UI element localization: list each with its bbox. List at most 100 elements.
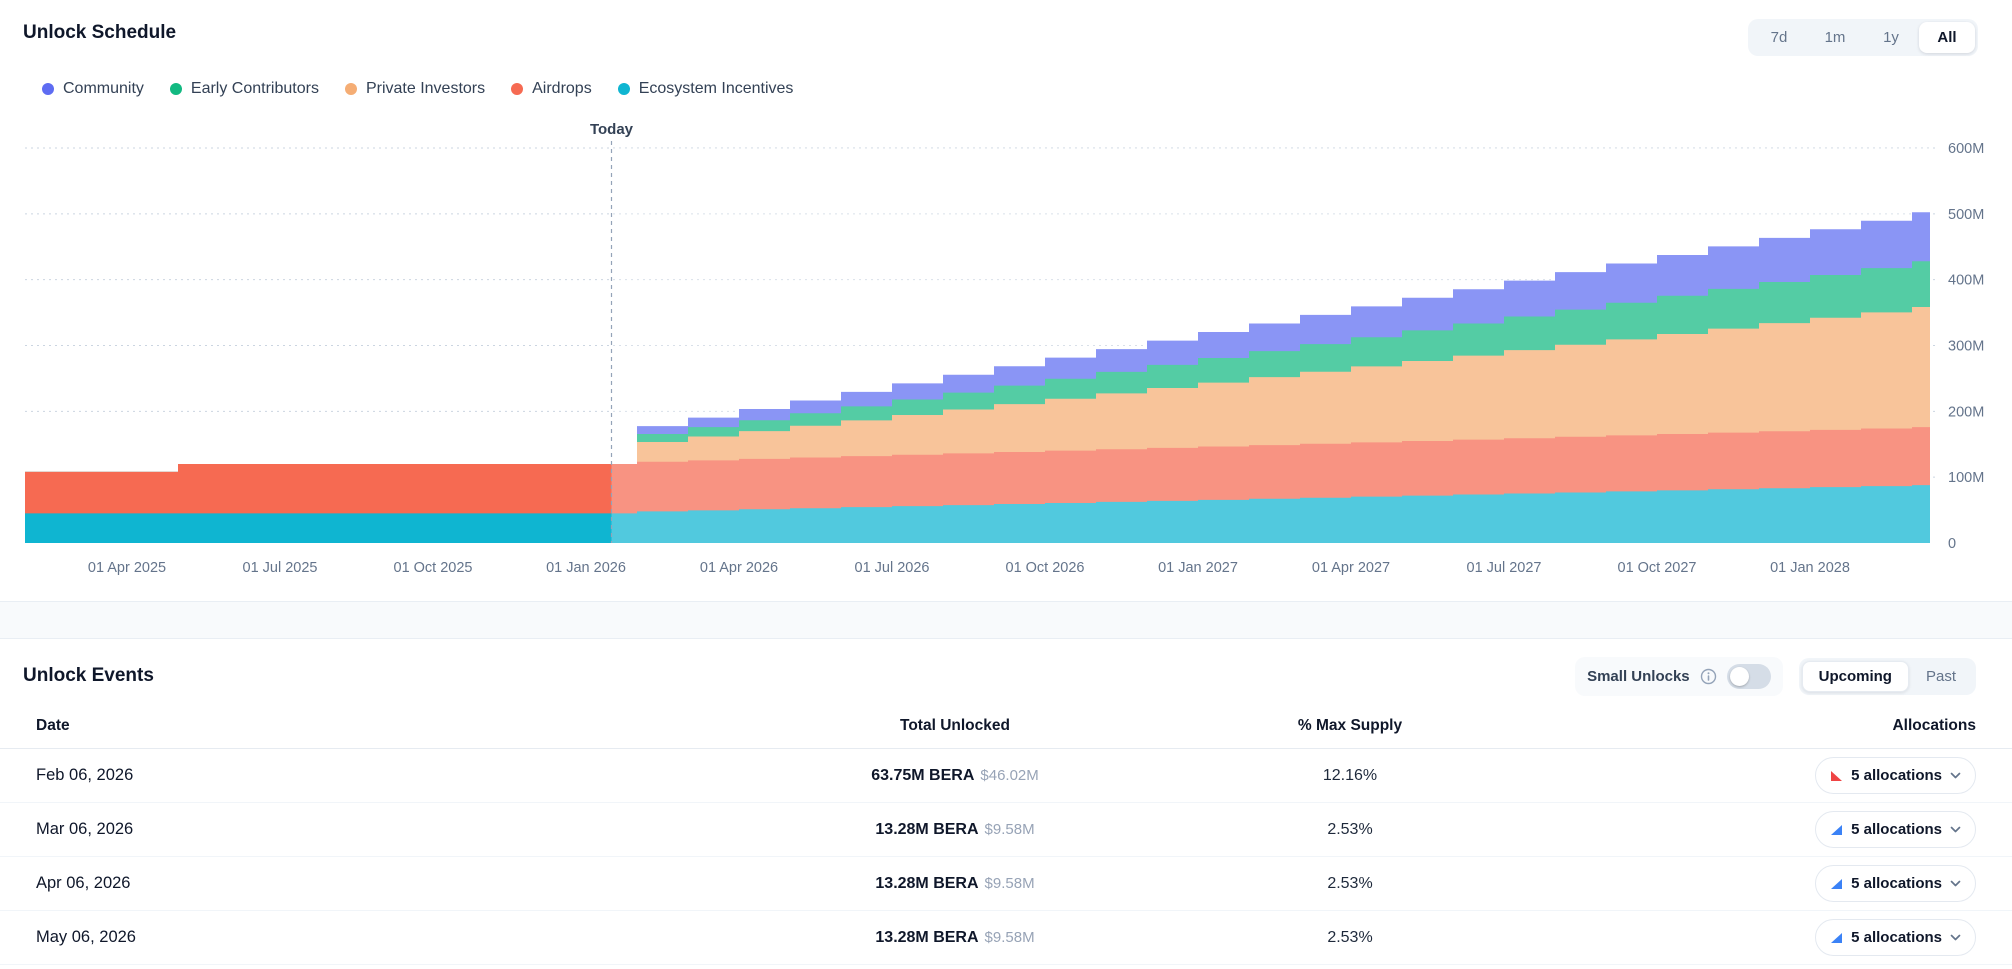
range-button-7d[interactable]: 7d	[1751, 22, 1807, 53]
legend-item-private-investors[interactable]: Private Investors	[345, 80, 485, 98]
x-axis-label: 01 Jan 2026	[546, 560, 626, 576]
legend-item-ecosystem-incentives[interactable]: Ecosystem Incentives	[618, 80, 794, 98]
event-allocations-cell: 5 allocations	[1550, 757, 1976, 794]
legend-dot	[345, 83, 357, 95]
legend-item-early-contributors[interactable]: Early Contributors	[170, 80, 319, 98]
event-usd-value: $46.02M	[980, 767, 1038, 784]
event-date: Apr 06, 2026	[36, 874, 760, 893]
legend-label: Early Contributors	[191, 80, 319, 98]
event-usd-value: $9.58M	[985, 821, 1035, 838]
chevron-down-icon	[1950, 880, 1961, 887]
chart-legend: Community Early Contributors Private Inves…	[42, 80, 793, 98]
allocations-button[interactable]: 5 allocations	[1815, 865, 1976, 902]
small-unlocks-label: Small Unlocks	[1587, 668, 1690, 685]
x-axis-label: 01 Apr 2027	[1312, 560, 1390, 576]
table-row: Apr 06, 2026 13.28M BERA $9.58M 2.53% 5 allo…	[0, 857, 2012, 911]
legend-label: Airdrops	[532, 80, 592, 98]
chevron-down-icon	[1950, 826, 1961, 833]
y-axis-label: 0	[1948, 536, 1956, 552]
downtrend-icon	[1830, 769, 1843, 782]
table-row: Mar 06, 2026 13.28M BERA $9.58M 2.53% 5 allo…	[0, 803, 2012, 857]
column-header-date: Date	[36, 717, 760, 735]
event-date: Mar 06, 2026	[36, 820, 760, 839]
x-axis-label: 01 Apr 2025	[88, 560, 166, 576]
section-divider	[0, 602, 2012, 639]
legend-item-community[interactable]: Community	[42, 80, 144, 98]
table-row: May 06, 202613.28M BERA$9.58M2.53%5 allo…	[0, 911, 2012, 965]
event-allocations-cell: 5 allocations	[1550, 865, 1976, 902]
tab-past[interactable]: Past	[1909, 661, 1973, 692]
range-button-1y[interactable]: 1y	[1863, 22, 1919, 53]
range-button-1m[interactable]: 1m	[1807, 22, 1863, 53]
chevron-down-icon	[1950, 934, 1961, 941]
tab-upcoming[interactable]: Upcoming	[1802, 661, 1909, 692]
event-date: May 06, 2026	[36, 928, 760, 947]
x-axis-label: 01 Jan 2028	[1770, 560, 1850, 576]
event-date: Feb 06, 2026	[36, 766, 760, 785]
legend-dot	[511, 83, 523, 95]
allocations-label: 5 allocations	[1851, 767, 1942, 784]
unlock-events-section: Unlock Events Small Unlocks UpcomingPast…	[0, 639, 2012, 969]
column-header-total-unlocked: Total Unlocked	[760, 717, 1150, 735]
info-icon[interactable]	[1700, 668, 1717, 685]
event-max-supply-pct: 2.53%	[1150, 821, 1550, 839]
event-amount: 13.28M BERA	[875, 821, 978, 838]
range-button-all[interactable]: All	[1919, 22, 1975, 53]
y-axis-label: 500M	[1948, 207, 1984, 223]
x-axis-label: 01 Jan 2027	[1158, 560, 1238, 576]
uptrend-icon	[1830, 877, 1843, 890]
unlock-schedule-section: Unlock Schedule 7d1m1yAll Community Early…	[0, 0, 2012, 602]
range-switcher: 7d1m1yAll	[1748, 19, 1978, 56]
chevron-down-icon	[1950, 772, 1961, 779]
legend-item-airdrops[interactable]: Airdrops	[511, 80, 592, 98]
column-header-max-supply: % Max Supply	[1150, 717, 1550, 735]
legend-label: Private Investors	[366, 80, 485, 98]
x-axis-label: 01 Jul 2025	[243, 560, 318, 576]
events-tabs: UpcomingPast	[1799, 658, 1976, 695]
x-axis-label: 01 Oct 2025	[394, 560, 473, 576]
table-header: DateTotal Unlocked% Max SupplyAllocation…	[0, 703, 2012, 749]
event-total-unlocked: 13.28M BERA $9.58M	[760, 875, 1150, 893]
y-axis-label: 300M	[1948, 339, 1984, 355]
legend-dot	[618, 83, 630, 95]
x-axis-label: 01 Oct 2026	[1006, 560, 1085, 576]
event-amount: 63.75M BERA	[871, 767, 974, 784]
allocations-label: 5 allocations	[1851, 821, 1942, 838]
event-allocations-cell: 5 allocations	[1550, 919, 1976, 956]
allocations-button[interactable]: 5 allocations	[1815, 811, 1976, 848]
toggle-knob	[1730, 667, 1749, 686]
small-unlocks-toggle[interactable]	[1727, 664, 1771, 689]
event-amount: 13.28M BERA	[875, 929, 978, 946]
y-axis-label: 200M	[1948, 404, 1984, 420]
event-allocations-cell: 5 allocations	[1550, 811, 1976, 848]
y-axis-label: 100M	[1948, 470, 1984, 486]
unlock-schedule-title: Unlock Schedule	[23, 22, 176, 44]
y-axis-label: 400M	[1948, 273, 1984, 289]
event-max-supply-pct: 2.53%	[1150, 929, 1550, 947]
y-axis-label: 600M	[1948, 141, 1984, 157]
event-total-unlocked: 63.75M BERA $46.02M	[760, 767, 1150, 785]
event-total-unlocked: 13.28M BERA $9.58M	[760, 821, 1150, 839]
table-row: Feb 06, 2026 63.75M BERA $46.02M 12.16% 5 al…	[0, 749, 2012, 803]
x-axis-label: 01 Jul 2026	[855, 560, 930, 576]
events-controls: Small Unlocks UpcomingPast	[1575, 657, 1976, 696]
allocations-label: 5 allocations	[1851, 929, 1942, 946]
unlock-events-title: Unlock Events	[23, 665, 154, 687]
legend-label: Ecosystem Incentives	[639, 80, 794, 98]
event-max-supply-pct: 12.16%	[1150, 767, 1550, 785]
events-header: Unlock Events Small Unlocks UpcomingPast	[0, 639, 2012, 697]
event-usd-value: $9.58M	[985, 875, 1035, 892]
legend-dot	[42, 83, 54, 95]
allocations-label: 5 allocations	[1851, 875, 1942, 892]
uptrend-icon	[1830, 823, 1843, 836]
x-axis-label: 01 Jul 2027	[1467, 560, 1542, 576]
allocations-button[interactable]: 5 allocations	[1815, 919, 1976, 956]
table-body: Feb 06, 2026 63.75M BERA $46.02M 12.16% 5 al…	[0, 749, 2012, 965]
event-amount: 13.28M BERA	[875, 875, 978, 892]
future-overlay	[612, 148, 1931, 543]
x-axis-label: 01 Apr 2026	[700, 560, 778, 576]
event-max-supply-pct: 2.53%	[1150, 875, 1550, 893]
x-axis-label: 01 Oct 2027	[1618, 560, 1697, 576]
uptrend-icon	[1830, 931, 1843, 944]
allocations-button[interactable]: 5 allocations	[1815, 757, 1976, 794]
